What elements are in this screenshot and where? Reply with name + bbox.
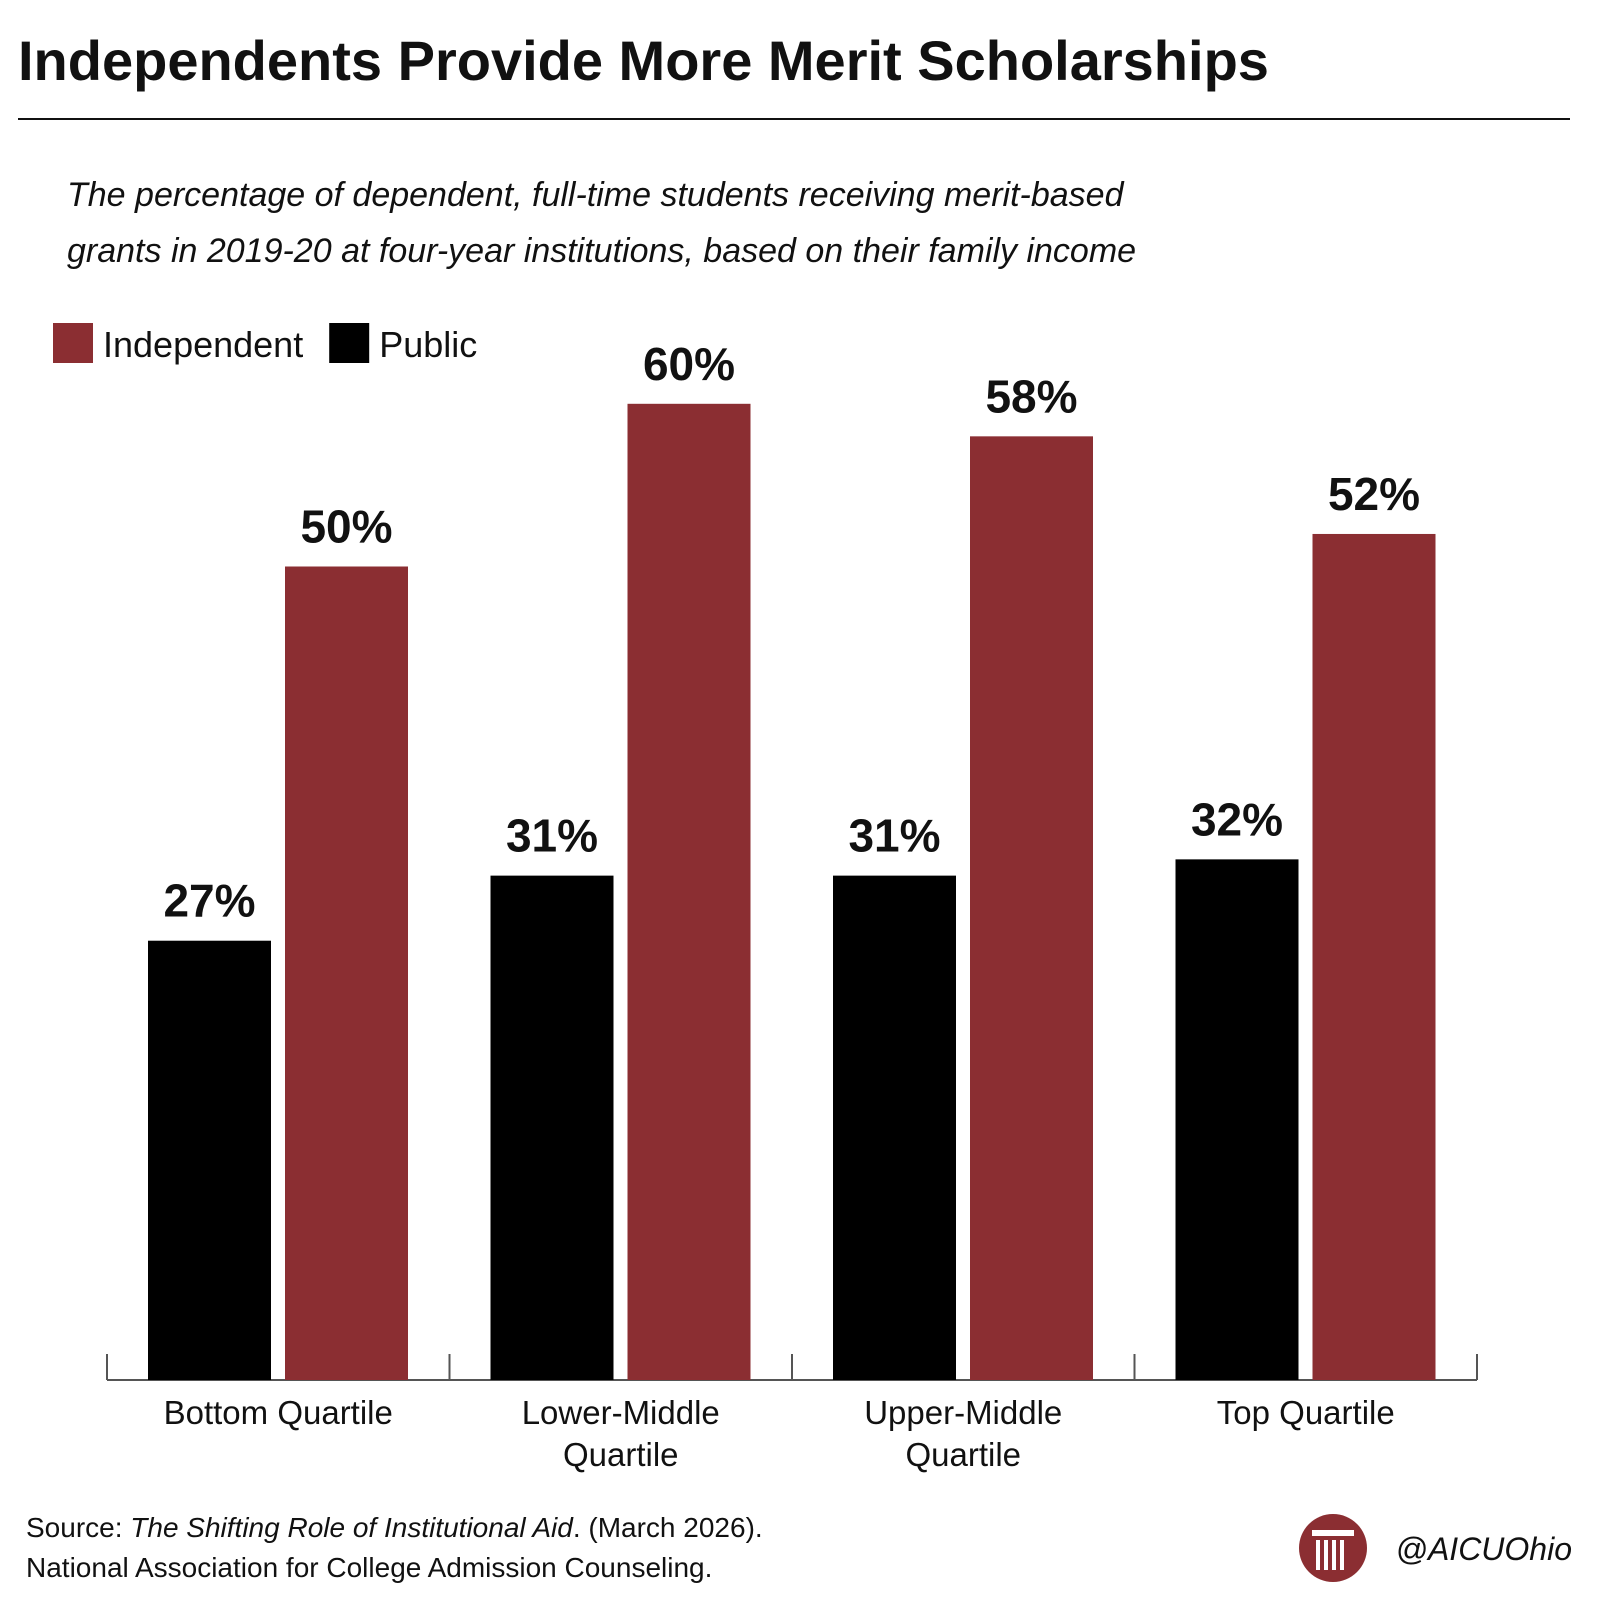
bar: [285, 566, 408, 1380]
value-label: 27%: [163, 875, 255, 927]
source-date: . (March 2026).: [573, 1512, 763, 1543]
legend-label: Public: [379, 324, 477, 365]
value-label: 58%: [985, 370, 1077, 422]
x-tick-label: Upper-Middle Quartile: [864, 1394, 1063, 1473]
source-title: The Shifting Role of Institutional Aid: [130, 1512, 574, 1543]
logo: [1299, 1514, 1367, 1582]
value-label: 60%: [643, 338, 735, 390]
value-label: 52%: [1328, 468, 1420, 520]
legend-swatch: [53, 323, 93, 363]
value-label: 50%: [300, 501, 392, 553]
bar: [970, 436, 1093, 1381]
source: National Association for College Admissi…: [26, 1552, 712, 1583]
value-label: 32%: [1191, 793, 1283, 845]
bar: [1175, 859, 1299, 1380]
value-label: 31%: [848, 810, 940, 862]
legend-label: Independent: [103, 324, 303, 365]
x-tick-label: Lower-Middle Quartile: [521, 1394, 720, 1473]
source: Source: The Shifting Role of Institution…: [26, 1512, 763, 1543]
x-tick-label: Top Quartile: [1216, 1394, 1395, 1431]
legend-swatch: [329, 323, 370, 363]
bar: [833, 875, 956, 1380]
bar: [627, 403, 751, 1380]
subtitle: The percentage of dependent, full-time s…: [67, 176, 1125, 214]
bar: [490, 875, 614, 1380]
x-tick-label: Bottom Quartile: [163, 1394, 393, 1431]
handle: @AICUOhio: [1395, 1531, 1572, 1567]
bar: [1312, 533, 1436, 1380]
chart-title: Independents Provide More Merit Scholars…: [18, 29, 1269, 92]
bar: [148, 940, 271, 1380]
value-label: 31%: [506, 810, 598, 862]
source-label: Source:: [26, 1512, 123, 1543]
subtitle: grants in 2019-20 at four-year instituti…: [67, 232, 1136, 270]
